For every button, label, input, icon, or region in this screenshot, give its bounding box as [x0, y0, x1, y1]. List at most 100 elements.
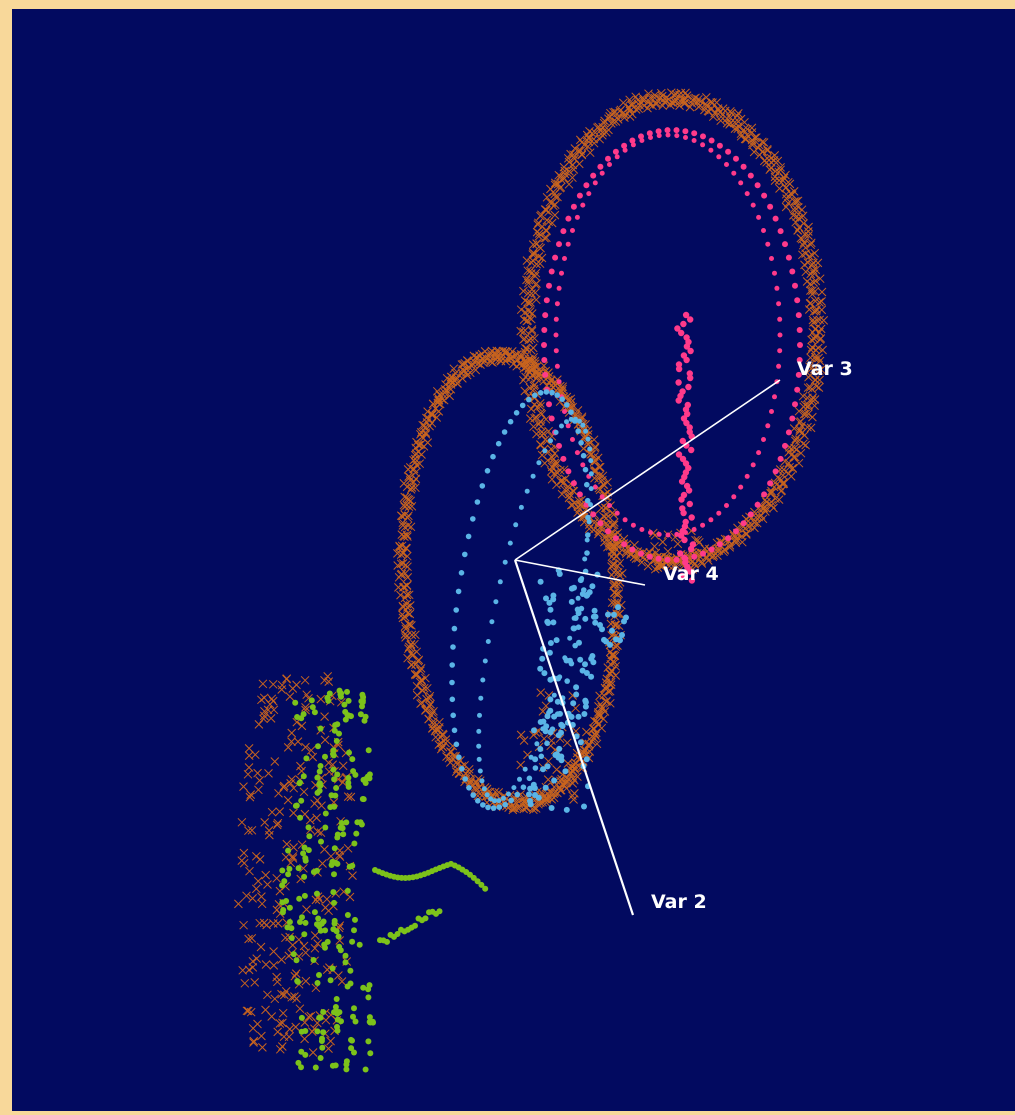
pink-point [548, 415, 555, 422]
pink-point [785, 429, 792, 436]
cross-marker [574, 159, 584, 169]
cross-marker [299, 787, 309, 797]
pink-point [700, 142, 706, 148]
cross-marker [770, 478, 780, 488]
cross-marker [245, 792, 255, 802]
cross-marker [584, 137, 594, 147]
green-point [365, 1038, 372, 1045]
green-point [285, 847, 292, 854]
green-point [344, 887, 351, 894]
blue-point [575, 428, 581, 435]
cross-marker [530, 413, 539, 423]
cross-marker [762, 497, 771, 507]
blue-point [578, 440, 584, 446]
cross-marker [581, 745, 590, 755]
cross-marker [804, 400, 813, 410]
cross-marker [608, 560, 618, 569]
cross-marker [806, 269, 816, 279]
cross-marker [449, 751, 458, 761]
pink-point [543, 297, 550, 304]
cross-marker [404, 590, 414, 600]
green-point [334, 1023, 340, 1030]
cross-marker [283, 795, 293, 805]
pink-point [622, 147, 628, 153]
pink-point [580, 202, 586, 208]
cross-marker [526, 334, 536, 344]
cross-marker [516, 730, 526, 740]
cross-marker [801, 267, 811, 277]
pink-point [656, 531, 662, 537]
cross-marker [411, 630, 420, 640]
green-point [300, 773, 307, 780]
cross-marker [285, 692, 295, 701]
pink-point [673, 127, 680, 134]
pink-point [552, 254, 559, 261]
cross-marker [256, 942, 266, 952]
pink-point [678, 496, 685, 503]
green-point [286, 919, 293, 925]
cross-marker [429, 706, 438, 716]
pink-point [750, 202, 756, 208]
cross-marker [694, 102, 703, 112]
cross-marker [813, 258, 823, 268]
cross-marker [539, 429, 548, 439]
cross-marker [427, 418, 437, 428]
cross-marker [543, 455, 553, 465]
cross-marker [773, 156, 783, 166]
cross-marker [250, 978, 260, 987]
cross-marker [407, 483, 417, 492]
cross-marker [546, 788, 556, 798]
pink-point [777, 332, 783, 338]
pink-point [716, 510, 722, 516]
green-point [353, 830, 360, 837]
cross-marker [261, 960, 271, 969]
cross-marker [730, 124, 740, 133]
cross-marker [426, 699, 435, 709]
cross-marker [326, 1036, 335, 1046]
green-point [298, 1048, 305, 1055]
cross-marker [525, 414, 535, 423]
cross-marker [625, 95, 634, 105]
green-point [316, 780, 323, 787]
pink-point [680, 320, 687, 328]
blue-point [449, 662, 456, 668]
blue-point [562, 768, 569, 775]
cross-marker [736, 131, 746, 141]
cross-marker [557, 489, 567, 499]
cross-marker [804, 222, 813, 232]
cross-marker [473, 791, 483, 801]
cross-marker [634, 104, 644, 114]
blue-point [577, 577, 584, 584]
pink-point [776, 301, 782, 307]
cross-marker [720, 106, 730, 116]
cross-marker [732, 111, 742, 121]
green-point [362, 1066, 369, 1073]
pink-point [772, 394, 777, 400]
cross-marker [814, 366, 824, 376]
cross-marker [257, 899, 267, 909]
green-point [314, 980, 321, 986]
green-point [317, 927, 324, 934]
cross-marker [524, 298, 534, 308]
cross-marker [277, 989, 286, 999]
cross-marker [805, 251, 814, 261]
pink-point [639, 527, 645, 532]
cross-marker [807, 335, 816, 345]
cross-marker [501, 356, 511, 366]
cross-marker [527, 325, 537, 334]
cross-marker [346, 792, 356, 802]
green-point [331, 803, 338, 810]
cross-marker [540, 233, 549, 243]
green-point [365, 747, 372, 754]
green-point [341, 701, 348, 708]
cross-marker [274, 788, 283, 798]
cross-marker [417, 450, 426, 459]
cross-marker [449, 364, 459, 374]
blue-point [527, 801, 534, 808]
cross-marker [281, 852, 291, 862]
cross-marker [275, 886, 285, 896]
blue-point [567, 657, 573, 664]
blue-point [584, 497, 591, 504]
cross-marker [273, 1027, 283, 1037]
cross-marker [532, 279, 541, 288]
